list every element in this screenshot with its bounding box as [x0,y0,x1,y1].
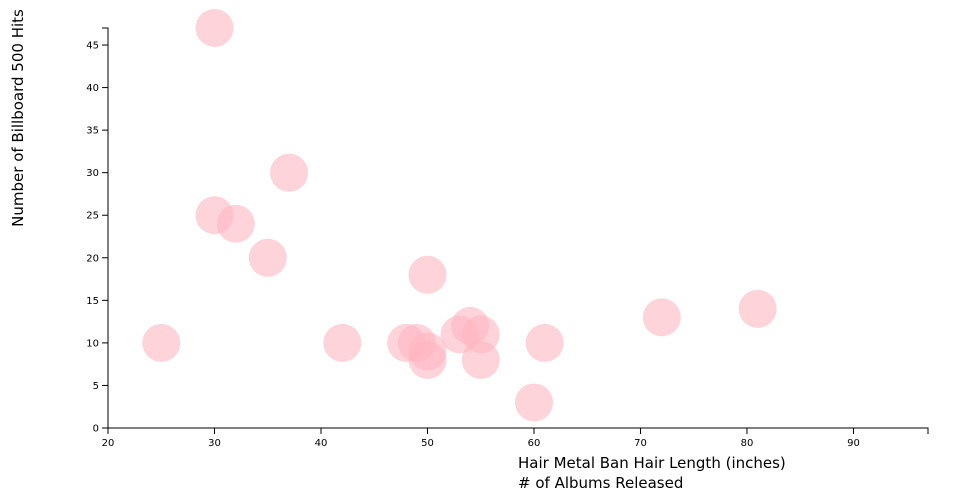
y-axis-label: Number of Billboard 500 Hits [9,9,27,227]
y-tick-label: 30 [86,168,99,179]
x-tick-label: 70 [634,438,647,449]
x-axis-line [107,427,929,434]
x-axis-label: Hair Metal Ban Hair Length (inches) [518,454,786,472]
y-tick-label: 0 [93,424,99,435]
x-tick-label: 60 [528,438,541,449]
point [642,298,681,337]
point [248,238,287,277]
point [216,204,255,243]
y-tick-label: 45 [86,41,99,52]
y-tick-label: 15 [86,296,99,307]
point [195,9,234,47]
point [461,340,500,379]
point [270,153,309,192]
x-tick-label: 90 [847,438,860,449]
point [738,289,777,328]
point [142,323,181,362]
y-tick-label: 25 [86,211,99,222]
y-tick-label: 40 [86,83,99,94]
x-tick-label: 30 [208,438,221,449]
y-tick-label: 20 [86,253,99,264]
point [514,383,553,422]
point [525,323,564,362]
x-axis-label: # of Albums Released [518,474,683,492]
point [408,255,447,294]
y-tick-label: 5 [93,381,99,392]
x-tick-label: 40 [315,438,328,449]
point [408,340,447,379]
x-tick-label: 20 [102,438,115,449]
y-tick-label: 35 [86,126,99,137]
x-tick-label: 80 [741,438,754,449]
x-tick-label: 50 [421,438,434,449]
y-tick-label: 10 [86,338,99,349]
point [323,323,362,362]
